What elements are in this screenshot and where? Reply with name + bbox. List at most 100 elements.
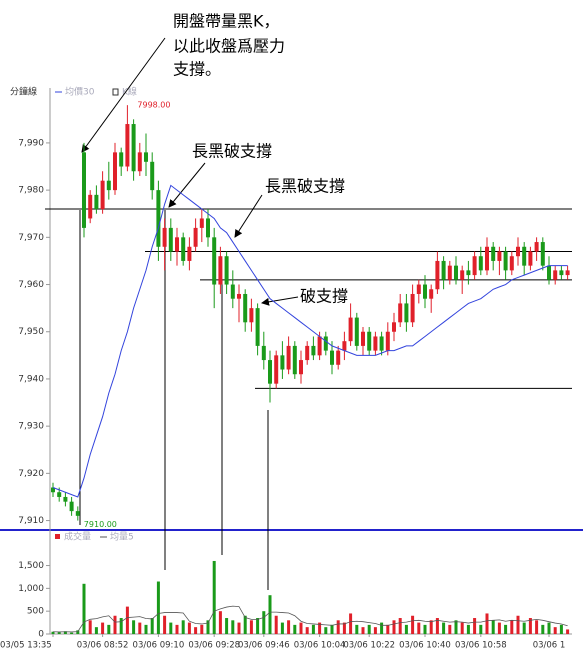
- candle-body: [94, 194, 99, 210]
- volume-bar: [510, 620, 514, 634]
- candle-body: [119, 152, 124, 167]
- legend-label: K線: [122, 86, 137, 98]
- candle-body: [435, 260, 440, 290]
- volume-bar: [293, 624, 297, 634]
- max-label: 7998.00: [137, 101, 170, 110]
- candle-body: [416, 284, 421, 294]
- volume-bar: [287, 620, 291, 634]
- volume-bar: [566, 629, 570, 634]
- candle-body: [559, 270, 564, 276]
- volume-bar: [466, 624, 470, 634]
- candle-body: [243, 293, 248, 323]
- candle-body: [261, 345, 266, 361]
- candle-body: [292, 345, 297, 375]
- candle-body: [175, 237, 179, 252]
- candle-body: [392, 322, 396, 332]
- x-tick-label: 03/06 10:22: [343, 641, 395, 651]
- annotation: 支撐。: [173, 60, 221, 79]
- y-tick-label: 500: [27, 607, 44, 617]
- candle-body: [305, 345, 310, 361]
- volume-bar: [82, 583, 86, 634]
- volume-bar: [528, 618, 532, 634]
- x-tick-label: 03/06 09:10: [133, 641, 185, 651]
- volume-bar: [541, 624, 545, 634]
- candle-body: [553, 270, 558, 280]
- candle-body: [63, 496, 68, 502]
- annotation: 破支撐: [300, 287, 348, 306]
- volume-bar: [249, 620, 253, 634]
- candle-body: [516, 246, 520, 257]
- volume-bar: [398, 618, 402, 634]
- x-tick-label: 03/06 09:46: [238, 641, 290, 651]
- legend-label: 均量5: [110, 531, 134, 543]
- volume-bar: [361, 627, 365, 634]
- candle-body: [528, 251, 533, 266]
- volume-bar: [243, 615, 247, 634]
- volume-bar: [206, 620, 210, 634]
- volume-bar: [94, 627, 98, 634]
- candle-body: [503, 251, 508, 271]
- candle-body: [330, 350, 334, 365]
- volume-bar: [305, 627, 309, 634]
- volume-bar: [311, 624, 315, 634]
- candle-body: [144, 152, 148, 162]
- volume-bar: [318, 622, 322, 634]
- volume-bar: [144, 624, 148, 634]
- candle-body: [249, 308, 254, 323]
- volume-bar: [187, 622, 191, 634]
- volume-bar: [553, 627, 557, 634]
- candle-body: [193, 227, 198, 247]
- candle-body: [547, 265, 551, 280]
- candle-body: [509, 256, 514, 271]
- candle-body: [230, 284, 235, 299]
- volume-bar: [504, 624, 508, 634]
- candle-body: [361, 331, 365, 346]
- volume-bar: [156, 581, 160, 634]
- volume-bar: [355, 624, 359, 634]
- x-tick-label: 03/06 08:52: [77, 641, 129, 651]
- volume-bar: [175, 624, 179, 634]
- candle-body: [150, 161, 155, 191]
- candle-body: [522, 246, 527, 266]
- candle-body: [379, 336, 384, 351]
- candle-body: [224, 256, 229, 285]
- candle-body: [466, 270, 471, 276]
- y-tick-label: 7,920: [18, 469, 44, 479]
- candle-body: [181, 237, 186, 261]
- candle-body: [398, 303, 403, 323]
- candle-body: [404, 303, 409, 323]
- volume-bar: [491, 620, 495, 634]
- candle-body: [113, 152, 117, 191]
- x-tick-label: 03/06 10:04: [294, 641, 346, 651]
- volume-bar: [101, 622, 105, 634]
- volume-bar: [218, 611, 222, 634]
- x-tick-label: 03/06 10:40: [399, 641, 451, 651]
- y-tick-label: 7,930: [18, 422, 44, 432]
- candle-body: [540, 242, 545, 266]
- candle-body: [187, 246, 192, 261]
- candle-body: [497, 251, 502, 261]
- x-tick-label: 03/06 10:58: [455, 641, 507, 651]
- x-tick-label: 03/05 13:35: [0, 641, 52, 651]
- candle-body: [485, 246, 489, 271]
- volume-bar: [342, 622, 346, 634]
- candle-body: [429, 289, 434, 299]
- candle-body: [268, 360, 272, 384]
- volume-bar: [138, 622, 142, 634]
- candle-body: [441, 260, 446, 280]
- volume-bar: [88, 620, 92, 634]
- candle-body: [311, 345, 316, 356]
- y-tick-label: 7,980: [18, 186, 44, 196]
- candle-body: [206, 218, 210, 238]
- candle-body: [88, 194, 93, 219]
- candle-body: [162, 227, 167, 247]
- candle-body: [423, 284, 427, 299]
- y-tick-label: 1,000: [18, 584, 44, 594]
- volume-bar: [113, 615, 117, 634]
- candle-body: [478, 256, 483, 271]
- ma-line: [52, 184, 568, 498]
- x-tick-label: 03/06 1: [533, 641, 566, 651]
- volume-bar: [535, 620, 539, 634]
- volume-bar: [237, 622, 241, 634]
